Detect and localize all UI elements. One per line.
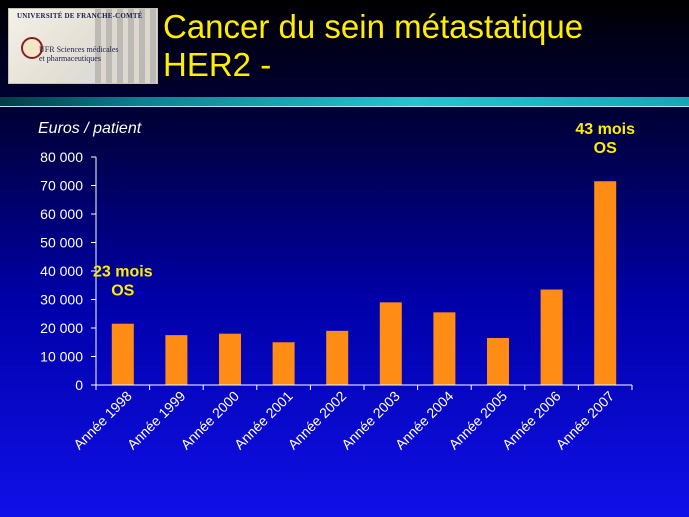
university-logo: UNIVERSITÉ DE FRANCHE-COMTÉ UFR Sciences…	[8, 8, 158, 84]
annotations: 23 mois OS 43 mois OS	[93, 121, 635, 300]
bar	[433, 312, 456, 385]
bar	[487, 337, 509, 385]
bar	[111, 323, 134, 385]
y-axis-title: Euros / patient	[38, 120, 142, 137]
y-tick-label: 50 000	[40, 235, 83, 251]
logo-building-image	[95, 9, 157, 83]
bar	[219, 333, 241, 385]
annotation-label: OS	[111, 283, 134, 300]
y-tick-label: 40 000	[40, 263, 83, 279]
annotation-label: 43 mois	[575, 121, 635, 138]
y-tick-label: 80 000	[40, 149, 83, 165]
annotation-label: OS	[594, 140, 617, 157]
bar	[594, 181, 617, 385]
logo-ufr-line1: UFR Sciences médicales	[39, 45, 119, 54]
slide-title: Cancer du sein métastatique HER2 -	[163, 8, 683, 84]
annotation-label: 23 mois	[93, 264, 153, 281]
title-divider	[0, 97, 689, 107]
bar	[540, 289, 563, 385]
y-tick-label: 60 000	[40, 206, 83, 222]
slide-title-line1: Cancer du sein métastatique	[163, 8, 584, 45]
y-tick-label: 0	[75, 377, 83, 393]
bar	[326, 330, 349, 385]
logo-ufr-line2: et pharmaceutiques	[39, 54, 101, 63]
y-tick-label: 30 000	[40, 292, 83, 308]
logo-university-text: UNIVERSITÉ DE FRANCHE-COMTÉ	[17, 12, 143, 20]
slide-title-line2: HER2 -	[163, 46, 272, 83]
bar	[379, 302, 402, 385]
logo-seal	[21, 37, 43, 59]
bars	[111, 181, 617, 385]
y-tick-label: 70 000	[40, 178, 83, 194]
y-axis: 0 10 000 20 000 30 000 40 000 50 000 60 000 70 …	[40, 149, 97, 393]
bar	[272, 342, 295, 385]
x-tick-label: Année 2007	[553, 388, 618, 453]
logo-ufr-text: UFR Sciences médicales et pharmaceutique…	[39, 45, 119, 63]
y-tick-label: 20 000	[40, 320, 83, 336]
bar	[165, 335, 188, 385]
y-tick-label: 10 000	[40, 349, 83, 365]
